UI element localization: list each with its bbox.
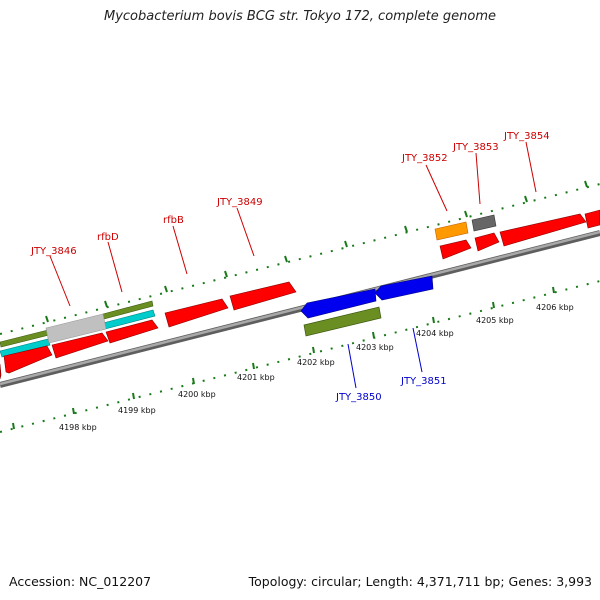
ruler-label: 4199 kbp: [118, 406, 156, 415]
gene-label-group: JTY_3849: [216, 197, 263, 257]
ruler-label: 4198 kbp: [59, 423, 97, 432]
map-title: Mycobacterium bovis BCG str. Tokyo 172, …: [104, 9, 496, 24]
cds-arrow: [300, 288, 377, 319]
cds-arrow: [0, 363, 2, 380]
gene-label: rfbB: [163, 215, 184, 226]
cds-arrow: [499, 213, 587, 247]
cds-arrow: [164, 298, 229, 328]
forward-gene-labels: JTY_3846 rfbD rfbB JTY_3849 JTY_3852 JTY…: [30, 131, 550, 307]
ruler-label: 4204 kbp: [416, 329, 454, 338]
cds-arrow: [3, 345, 53, 374]
cds-arrow: [51, 332, 109, 359]
gene-label-group: rfbD: [97, 232, 123, 293]
feature-olive-bar-center: [303, 306, 382, 337]
inner-ruler: [0, 280, 600, 433]
ruler-label: 4203 kbp: [356, 343, 394, 352]
gene-label: JTY_3853: [452, 142, 499, 153]
forward-cds-arrows: [0, 209, 600, 380]
kbp-labels: 4198 kbp 4199 kbp 4200 kbp 4201 kbp 4202…: [59, 303, 574, 432]
cds-arrow: [584, 209, 600, 229]
accession-text: Accession: NC_012207: [9, 574, 152, 589]
gene-label: JTY_3846: [30, 246, 77, 257]
cds-arrow: [439, 239, 472, 260]
gene-label-group: JTY_3854: [503, 131, 550, 193]
feature-orange-bar: [434, 221, 469, 241]
genome-summary-text: Topology: circular; Length: 4,371,711 bp…: [248, 574, 592, 589]
feature-gray-bar: [45, 313, 107, 344]
gene-label: rfbD: [97, 232, 119, 243]
reverse-gene-labels: JTY_3850 JTY_3851: [335, 327, 447, 403]
ruler-label: 4200 kbp: [178, 390, 216, 399]
gene-label: JTY_3851: [400, 376, 447, 387]
cds-arrow: [229, 281, 297, 311]
feature-bars: [0, 214, 497, 358]
gene-label-group: JTY_3846: [30, 246, 77, 307]
gene-label: JTY_3849: [216, 197, 263, 208]
ruler-label: 4201 kbp: [237, 373, 275, 382]
gene-label: JTY_3850: [335, 392, 382, 403]
cds-arrow: [374, 275, 434, 301]
gene-label-group: JTY_3851: [400, 327, 447, 387]
ruler-label: 4206 kbp: [536, 303, 574, 312]
gene-label: JTY_3854: [503, 131, 550, 142]
gene-label-group: JTY_3853: [452, 142, 499, 205]
gene-label-group: JTY_3852: [401, 153, 448, 212]
cds-arrow: [105, 319, 159, 344]
cds-arrow: [474, 232, 500, 252]
feature-darkgray-bar: [471, 214, 497, 232]
gene-label-group: rfbB: [163, 215, 188, 275]
outer-ruler: [0, 180, 600, 335]
ruler-label: 4205 kbp: [476, 316, 514, 325]
reverse-cds-arrows: [300, 275, 434, 319]
gene-label-group: JTY_3850: [335, 343, 382, 403]
gene-label: JTY_3852: [401, 153, 448, 164]
sequence-backbone: [0, 230, 600, 388]
feature-cyan-bar-left: [0, 338, 51, 358]
ruler-label: 4202 kbp: [297, 358, 335, 367]
